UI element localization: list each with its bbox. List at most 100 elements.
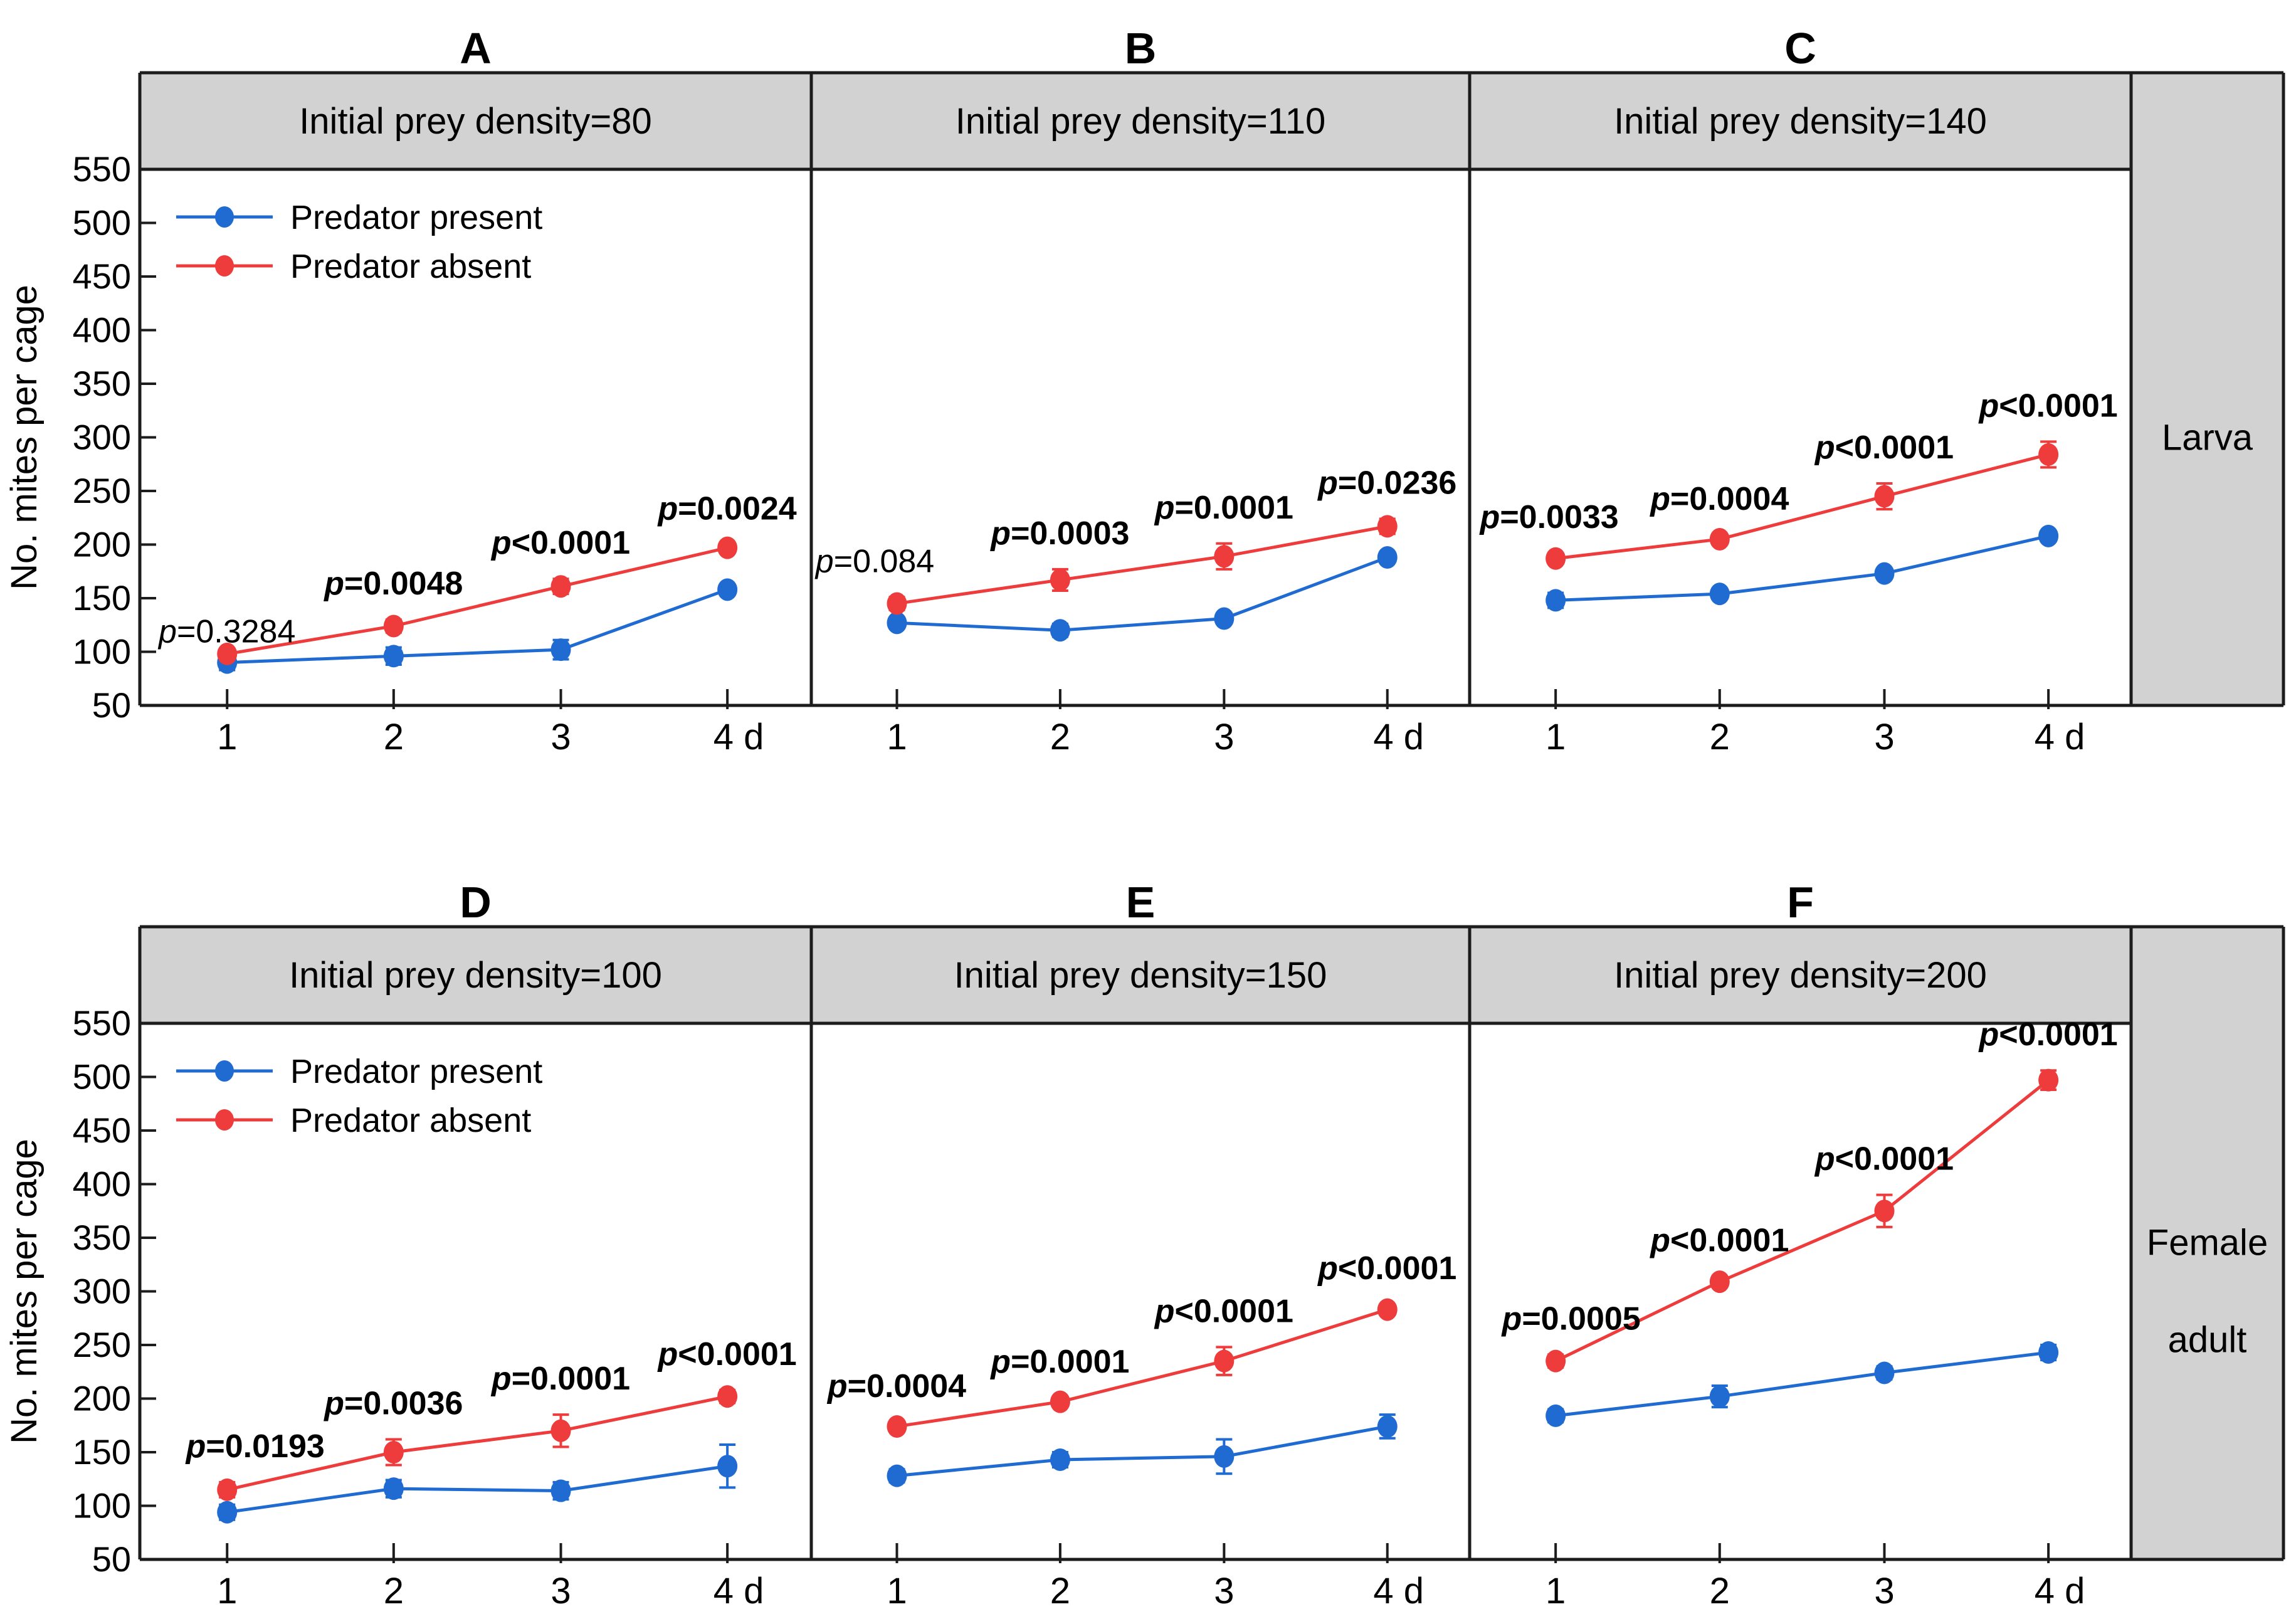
x-tick-label: 3 [1214,717,1234,757]
panel-letter: B [1125,24,1157,73]
data-point-present [1874,1361,1895,1384]
chart-row-female-adult: Initial prey density=100 D Initial prey de… [4,878,2285,1611]
y-tick-label: 200 [73,1379,131,1418]
p-value-label: p=0.0193 [185,1428,325,1465]
panel-header: Initial prey density=80 [299,101,652,142]
data-point-absent [1377,515,1398,538]
x-tick-label: 1 [887,1571,907,1611]
x-tick-label: 4 d [1373,717,1424,757]
row-side-label: adult [2168,1320,2247,1361]
data-point-present [217,1500,238,1524]
x-tick-label: 3 [1214,1571,1234,1611]
panel-D: p=0.0193 p=0.0036 p=0.0001 p<0.0001 Predator… [176,1053,797,1524]
data-point-absent [550,1419,571,1442]
series-present [887,546,1398,642]
x-tick-label: 2 [384,717,404,757]
x-tick-label: 4 d [2035,1571,2085,1611]
legend-label-present: Predator present [290,199,542,236]
x-tick-label: 1 [1546,717,1566,757]
y-tick-label: 400 [73,1164,131,1204]
data-point-absent [1874,485,1895,508]
x-tick-label: 4 d [714,717,764,757]
p-value-label: p<0.0001 [490,525,630,561]
x-tick-label: 3 [550,717,571,757]
series-line-absent [226,1395,728,1492]
p-value-label: p<0.0001 [1978,1016,2118,1053]
data-point-present [550,638,571,662]
x-tick-label: 3 [1874,717,1894,757]
panel-letter: E [1126,878,1156,927]
header-band [140,73,2283,169]
panel-header: Initial prey density=150 [954,955,1327,996]
p-value-label: p=0.0005 [1501,1300,1641,1337]
p-value-label: p=0.0001 [490,1361,630,1397]
data-point-present [1050,619,1070,642]
x-tick-label: 1 [217,1571,237,1611]
data-point-present [1214,1445,1235,1468]
panel-C: p=0.0033 p=0.0004 p<0.0001 p<0.0001 [1479,388,2118,612]
x-tick-label: 2 [1050,1571,1070,1611]
data-point-absent [1214,545,1235,568]
x-tick-label: 4 d [1373,1571,1424,1611]
panel-header: Initial prey density=100 [289,955,662,996]
p-value-label: p<0.0001 [1978,388,2118,424]
data-point-absent [217,642,238,665]
series-line-absent [897,524,1388,606]
y-tick-label: 550 [73,149,131,189]
data-point-present [887,611,907,635]
p-value-label: p=0.0004 [826,1368,966,1405]
p-value-label: p=0.0003 [989,515,1129,552]
legend-item-present: Predator present [176,199,542,236]
x-tick-label: 2 [1710,1571,1730,1611]
x-tick-label: 3 [1874,1571,1894,1611]
data-point-absent [1546,1349,1566,1373]
series-line-absent [897,1308,1388,1428]
legend-marker-present [215,206,234,228]
data-point-absent [1050,1390,1070,1413]
y-tick-label: 500 [73,1057,131,1097]
data-point-absent [1709,1270,1730,1294]
series-absent [1546,440,2059,570]
p-value-label: p=0.0001 [989,1344,1129,1380]
y-tick-label: 450 [73,256,131,296]
legend-item-absent: Predator absent [176,1102,531,1139]
p-value-label: p<0.0001 [1814,430,1954,466]
legend-item-present: Predator present [176,1053,542,1090]
panel-header: Initial prey density=110 [956,101,1326,142]
legend-marker-absent [215,255,234,277]
series-absent [887,515,1398,615]
y-tick-label: 250 [73,1325,131,1364]
series-present [1546,524,2059,612]
panel-header: Initial prey density=200 [1614,955,1987,996]
y-tick-label: 550 [73,1003,131,1043]
panel-header: Initial prey density=140 [1614,101,1987,142]
series-absent [1546,1068,2059,1373]
data-point-absent [383,614,404,638]
p-value-label: p<0.0001 [1649,1223,1789,1259]
x-tick-label: 1 [217,717,237,757]
y-tick-label: 500 [73,203,131,243]
y-tick-label: 50 [92,685,131,725]
panel-letter: F [1787,878,1814,927]
y-tick-label: 50 [92,1539,131,1579]
series-present [1546,1341,2059,1427]
row-side-label: Female [2147,1223,2268,1263]
series-absent [887,1298,1398,1438]
data-point-absent [717,536,738,559]
x-tick-label: 2 [384,1571,404,1611]
panel-letter: C [1784,24,1816,73]
legend-label-absent: Predator absent [290,248,531,285]
legend-marker-present [215,1060,234,1082]
panel-E: p=0.0004 p=0.0001 p<0.0001 p<0.0001 [826,1250,1456,1487]
data-point-present [550,1479,571,1502]
data-point-present [717,578,738,601]
data-point-absent [2038,443,2059,466]
p-value-label: p=0.084 [814,543,934,579]
x-tick-label: 4 d [2035,717,2085,757]
data-point-absent [550,575,571,598]
y-tick-label: 350 [73,364,131,403]
legend: Predator present Predator absent [176,199,542,285]
y-tick-label: 250 [73,471,131,510]
